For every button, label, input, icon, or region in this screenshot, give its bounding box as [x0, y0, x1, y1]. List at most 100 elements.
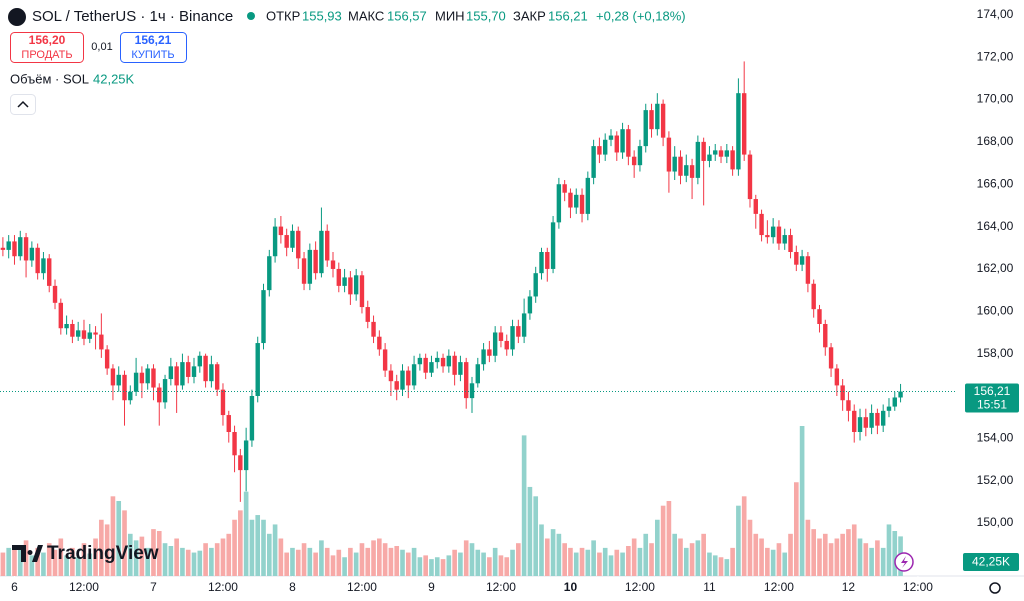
x-tick-label: 12 [842, 580, 856, 594]
candle-body [805, 256, 811, 284]
ohlc-value: 156,57 [387, 8, 427, 23]
candle-body [724, 150, 730, 157]
candle-body [620, 129, 625, 153]
candle-body [313, 249, 318, 274]
candle-body [794, 252, 799, 265]
candle-body [382, 349, 388, 371]
volume-bar [81, 543, 87, 576]
candle-body [492, 332, 498, 356]
tv-logo[interactable]: TradingView [47, 543, 159, 564]
sell-button[interactable] [10, 32, 84, 63]
candle-body [191, 366, 197, 377]
candle-body [828, 347, 834, 369]
volume-bar [133, 540, 139, 576]
candle-body [6, 241, 11, 250]
volume-bar [782, 552, 788, 576]
candle-body [713, 150, 718, 155]
x-tick-label: 7 [150, 580, 157, 594]
candle-body [232, 432, 237, 456]
candle-body [197, 355, 203, 367]
candle-body [319, 230, 324, 274]
candle-body [429, 362, 434, 373]
volume-bar [0, 552, 6, 576]
candle-body [678, 156, 683, 176]
volume-bar [660, 505, 666, 576]
candle-body [759, 213, 764, 236]
candle-body [550, 222, 556, 269]
settings-icon[interactable] [989, 582, 1001, 594]
volume-bar [880, 547, 886, 576]
volume-bar [226, 533, 232, 576]
volume-bar [759, 538, 764, 576]
candle-body [464, 362, 469, 399]
volume-bar [180, 547, 185, 576]
candle-body [203, 355, 208, 382]
volume-bar [481, 552, 486, 576]
y-tick-label: 170,00 [977, 92, 1014, 106]
buy-button[interactable] [120, 32, 187, 63]
candle-body [695, 141, 701, 178]
volume-bar [736, 505, 741, 576]
candle-body [87, 332, 92, 339]
volume-bar [17, 545, 23, 576]
ohlc-label: МАКС [348, 8, 384, 23]
x-tick-label: 6 [11, 580, 18, 594]
volume-bar [127, 533, 133, 576]
candle-body [330, 260, 336, 269]
buy-price: 156,21 [135, 33, 172, 47]
candle-body [510, 326, 515, 350]
symbol-title[interactable]: SOL / TetherUS · 1ч · Binance [32, 8, 233, 25]
volume-bar [319, 540, 324, 576]
volume-bar [591, 540, 596, 576]
candle-body [863, 417, 869, 428]
volume-bar [857, 538, 863, 576]
candle-body [180, 362, 185, 386]
ohlc-value: 156,21 [548, 8, 588, 23]
volume-bar [869, 547, 874, 576]
candle-body [359, 275, 365, 308]
volume-bar [266, 533, 272, 576]
volume-bar [747, 519, 753, 576]
candle-body [562, 184, 567, 193]
candle-body [765, 235, 770, 238]
candle-body [811, 283, 816, 310]
ohlc-change: +0,28 (+0,18%) [596, 8, 686, 23]
candle-body [626, 129, 631, 157]
candle-body [307, 249, 313, 284]
candle-body [458, 362, 463, 375]
volume-bar [151, 529, 156, 576]
volume-bar [510, 549, 515, 576]
candle-body [128, 391, 133, 401]
volume-bar [284, 552, 289, 576]
volume-bar [185, 549, 191, 576]
candle-body [243, 440, 249, 471]
volume-bar [834, 538, 840, 576]
candle-body [238, 455, 243, 471]
collapse-button[interactable] [10, 94, 36, 115]
tv-logo-icon[interactable] [12, 545, 43, 562]
symbol-logo[interactable] [8, 8, 26, 26]
volume-bar [463, 540, 469, 576]
x-tick-label: 12:00 [69, 580, 99, 594]
volume-bar [336, 549, 342, 576]
volume-legend[interactable]: Объём · SOL [10, 71, 89, 86]
volume-bar [851, 524, 857, 576]
ohlc-label: ЗАКР [513, 8, 546, 23]
x-tick-label: 12:00 [208, 580, 238, 594]
volume-bar [122, 510, 127, 576]
candle-body [377, 336, 382, 350]
volume-bar [64, 555, 69, 576]
candle-body [782, 235, 787, 244]
candle-body [533, 273, 538, 297]
candle-body [799, 256, 805, 265]
candle-body [209, 364, 214, 382]
volume-bar [446, 555, 452, 576]
candle-body [852, 410, 857, 432]
volume-bar [371, 540, 376, 576]
volume-bar [550, 529, 556, 576]
volume-bar [516, 543, 521, 576]
volume-bar [214, 543, 220, 576]
candle-body [655, 103, 660, 130]
volume-bar [724, 559, 730, 576]
